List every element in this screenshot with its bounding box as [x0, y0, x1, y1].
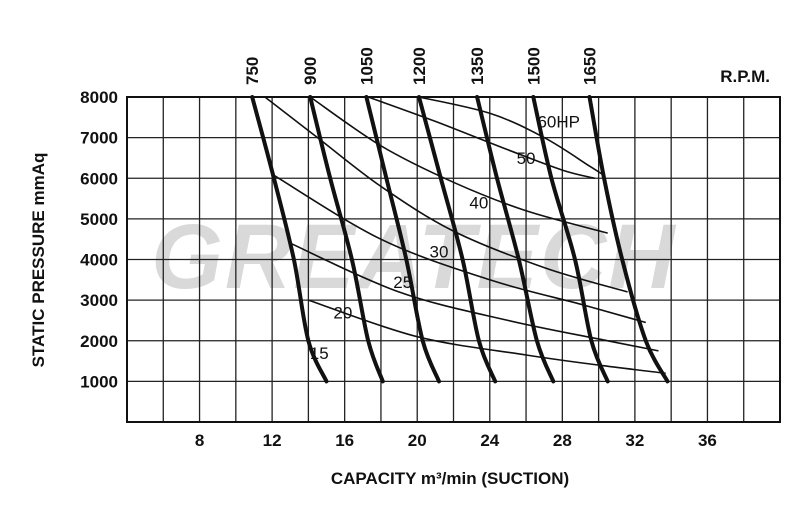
y-tick-label: 6000 — [80, 169, 118, 188]
rpm-label-750: 750 — [243, 57, 262, 85]
rpm-label-1050: 1050 — [357, 47, 376, 85]
hp-label-30: 30 — [430, 242, 449, 261]
rpm-label-1500: 1500 — [524, 47, 543, 85]
rpm-label-900: 900 — [301, 57, 320, 85]
rpm-curve-1350 — [475, 95, 556, 384]
plot-frame — [126, 96, 781, 423]
x-tick-label: 20 — [408, 431, 427, 450]
hp-curve-30 — [264, 96, 628, 293]
y-tick-label: 8000 — [80, 88, 118, 107]
hp-label-20: 20 — [333, 303, 352, 322]
x-axis-title: CAPACITY m³/min (SUCTION) — [331, 469, 569, 488]
hp-curve-15 — [308, 299, 666, 375]
x-tick-label: 28 — [553, 431, 572, 450]
x-tick-label: 24 — [480, 431, 499, 450]
rpm-labels: 750 900 1050 1200 1350 1500 1650 — [243, 47, 599, 85]
y-axis-title: STATIC PRESSURE mmAq — [29, 153, 48, 368]
y-tick-label: 3000 — [80, 291, 118, 310]
grid — [127, 96, 780, 422]
x-tick-labels: 8 12 16 20 24 28 32 36 — [195, 431, 717, 450]
y-tick-label: 7000 — [80, 129, 118, 148]
y-tick-labels: 1000 2000 3000 4000 5000 6000 7000 8000 — [80, 88, 118, 391]
y-tick-label: 5000 — [80, 210, 118, 229]
rpm-curve-1650 — [587, 95, 670, 384]
hp-label-25: 25 — [393, 273, 412, 292]
hp-label-40: 40 — [469, 194, 488, 213]
rpm-curve-1500 — [531, 95, 610, 384]
hp-curve-60hp — [418, 96, 603, 175]
y-tick-label: 2000 — [80, 332, 118, 351]
x-tick-label: 36 — [698, 431, 717, 450]
x-tick-label: 32 — [625, 431, 644, 450]
x-tick-label: 12 — [263, 431, 282, 450]
hp-curve-25 — [271, 173, 647, 324]
hp-curve-40 — [309, 96, 608, 234]
horsepower-curves — [264, 96, 666, 375]
rpm-curve-1050 — [364, 95, 441, 384]
y-tick-label: 1000 — [80, 372, 118, 391]
rpm-label-1350: 1350 — [468, 47, 487, 85]
rpm-label-1200: 1200 — [410, 47, 429, 85]
hp-label-15: 15 — [310, 344, 329, 363]
rpm-curve-750 — [250, 95, 329, 384]
rpm-unit-label: R.P.M. — [720, 67, 770, 86]
y-tick-label: 4000 — [80, 251, 118, 270]
hp-label-50: 50 — [517, 149, 536, 168]
rpm-curves — [250, 95, 670, 384]
x-tick-label: 8 — [195, 431, 204, 450]
rpm-curve-900 — [308, 95, 385, 384]
rpm-label-1650: 1650 — [581, 47, 600, 85]
hp-label-60hp: 60HP — [537, 112, 580, 131]
x-tick-label: 16 — [335, 431, 354, 450]
hp-curve-50 — [367, 96, 596, 180]
rpm-curve-1200 — [417, 95, 498, 384]
